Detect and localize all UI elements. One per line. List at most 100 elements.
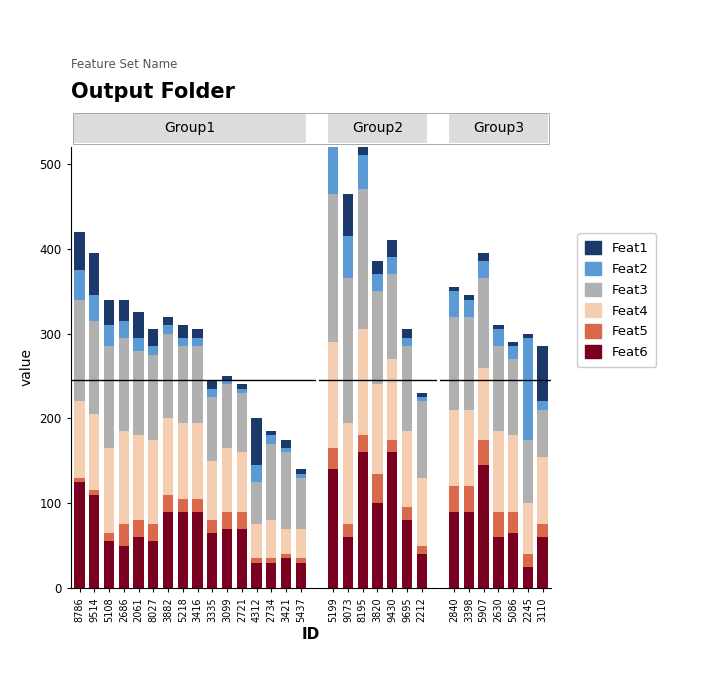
Bar — [416, 397, 427, 401]
Bar — [222, 384, 232, 448]
Bar — [119, 545, 129, 588]
Bar — [522, 338, 533, 440]
Bar — [373, 274, 382, 291]
Bar — [104, 325, 115, 346]
Bar — [328, 92, 339, 147]
Bar — [493, 325, 503, 329]
Bar — [387, 274, 397, 359]
Bar — [89, 414, 100, 491]
Bar — [207, 397, 218, 461]
Bar — [493, 512, 503, 537]
Bar — [104, 448, 115, 533]
Bar — [358, 452, 368, 588]
Bar — [163, 334, 173, 419]
Bar — [192, 346, 203, 423]
Bar — [358, 190, 368, 329]
Bar — [493, 537, 503, 588]
Bar — [89, 491, 100, 495]
Bar — [163, 325, 173, 334]
Bar — [266, 444, 276, 520]
Bar — [464, 295, 474, 300]
Text: Group1: Group1 — [165, 122, 216, 136]
Bar — [449, 410, 460, 486]
Bar — [479, 279, 489, 368]
Bar — [537, 524, 548, 537]
Legend: Feat1, Feat2, Feat3, Feat4, Feat5, Feat6: Feat1, Feat2, Feat3, Feat4, Feat5, Feat6 — [578, 233, 656, 367]
Bar — [134, 312, 144, 338]
Bar — [537, 346, 548, 401]
Bar — [296, 473, 306, 477]
Bar — [508, 359, 518, 435]
Bar — [416, 554, 427, 588]
Bar — [402, 329, 412, 338]
Bar — [266, 431, 276, 435]
Bar — [449, 287, 460, 291]
Bar — [207, 380, 218, 389]
Bar — [104, 300, 115, 325]
Bar — [177, 325, 188, 338]
Bar — [387, 258, 397, 274]
Bar — [522, 503, 533, 554]
Bar — [522, 440, 533, 503]
Bar — [148, 329, 158, 346]
Bar — [207, 520, 218, 533]
Bar — [493, 329, 503, 346]
Bar — [237, 393, 247, 452]
Bar — [373, 503, 382, 588]
Bar — [537, 456, 548, 524]
Bar — [296, 563, 306, 588]
Bar — [134, 338, 144, 351]
Bar — [358, 329, 368, 435]
Bar — [416, 545, 427, 554]
Bar — [207, 389, 218, 397]
Bar — [464, 410, 474, 486]
Bar — [222, 376, 232, 380]
Bar — [296, 528, 306, 559]
Bar — [537, 537, 548, 588]
Bar — [148, 541, 158, 588]
Bar — [343, 236, 353, 279]
Bar — [493, 431, 503, 512]
Bar — [89, 321, 100, 414]
Bar — [416, 401, 427, 477]
Bar — [119, 524, 129, 545]
Bar — [508, 342, 518, 346]
Bar — [177, 499, 188, 512]
Bar — [237, 389, 247, 393]
Bar — [522, 567, 533, 588]
Bar — [479, 440, 489, 465]
Bar — [464, 316, 474, 410]
Bar — [266, 435, 276, 444]
Bar — [296, 559, 306, 563]
Bar — [522, 334, 533, 338]
Bar — [104, 533, 115, 541]
Text: Group2: Group2 — [352, 122, 403, 136]
Bar — [522, 554, 533, 567]
Bar — [449, 486, 460, 512]
Bar — [328, 342, 339, 448]
Bar — [537, 410, 548, 456]
Bar — [328, 194, 339, 342]
Bar — [237, 512, 247, 528]
Bar — [343, 524, 353, 537]
Bar — [192, 512, 203, 588]
Bar — [328, 147, 339, 194]
Bar — [343, 423, 353, 524]
Bar — [148, 346, 158, 355]
Bar — [237, 528, 247, 588]
Bar — [119, 338, 129, 431]
Bar — [281, 448, 291, 452]
Bar — [266, 559, 276, 563]
Bar — [74, 482, 85, 588]
Bar — [74, 300, 85, 401]
X-axis label: ID: ID — [302, 627, 320, 643]
Bar — [508, 346, 518, 359]
Bar — [89, 495, 100, 588]
Bar — [358, 130, 368, 155]
Bar — [177, 512, 188, 588]
Bar — [449, 512, 460, 588]
Bar — [328, 448, 339, 469]
Bar — [222, 528, 232, 588]
Bar — [402, 431, 412, 508]
Bar — [134, 435, 144, 520]
